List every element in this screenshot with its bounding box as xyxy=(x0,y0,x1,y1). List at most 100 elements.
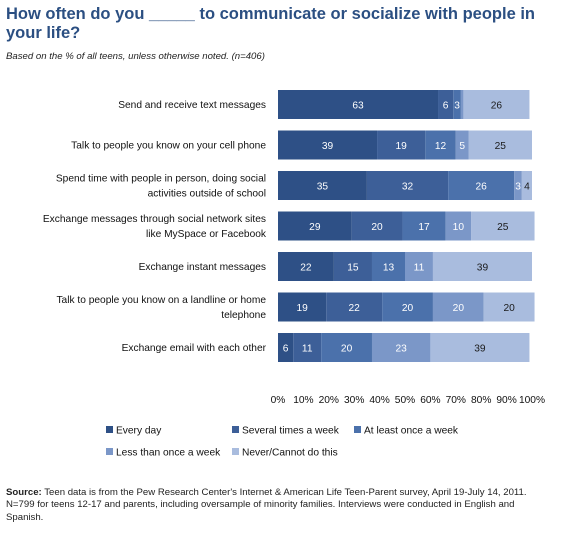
legend-label: Less than once a week xyxy=(116,448,221,459)
data-label: 25 xyxy=(495,141,507,152)
data-label: 29 xyxy=(309,222,321,233)
bar-segment xyxy=(278,333,294,362)
data-label: 39 xyxy=(474,343,486,354)
data-label: 22 xyxy=(300,262,312,273)
legend-swatch xyxy=(354,426,361,433)
source-label: Source: xyxy=(6,487,42,498)
data-label: 20 xyxy=(503,303,515,314)
bar-segment xyxy=(453,90,461,119)
data-label: 15 xyxy=(347,262,359,273)
bar-segment xyxy=(463,90,530,119)
data-label: 20 xyxy=(341,343,353,354)
source-note: Source: Teen data is from the Pew Resear… xyxy=(6,487,551,524)
category-label: Send and receive text messages xyxy=(118,100,266,111)
x-tick-label: 60% xyxy=(420,395,440,406)
bar-segment xyxy=(371,333,431,362)
data-label: 39 xyxy=(322,141,334,152)
bar-segment xyxy=(371,252,405,281)
category-label: Spend time with people in person, doing … xyxy=(56,174,266,185)
data-label: 22 xyxy=(349,303,361,314)
x-tick-label: 90% xyxy=(496,395,516,406)
bar-segment xyxy=(278,171,367,200)
data-label: 19 xyxy=(396,141,408,152)
x-tick-label: 0% xyxy=(271,395,286,406)
category-label: Exchange messages through social network… xyxy=(43,214,266,225)
bar-segment xyxy=(514,171,522,200)
chart-title: How often do you _____ to communicate or… xyxy=(6,5,536,42)
data-label: 23 xyxy=(396,343,408,354)
source-text: Teen data is from the Pew Research Cente… xyxy=(6,487,527,523)
data-label: 6 xyxy=(283,343,289,354)
legend-label: Every day xyxy=(116,426,162,437)
bar-segment xyxy=(432,292,484,322)
data-label: 12 xyxy=(435,141,447,152)
bar-segment xyxy=(405,252,433,281)
bar-segment xyxy=(448,171,515,200)
bar-segment xyxy=(460,90,464,119)
bar-segment xyxy=(432,252,532,281)
legend-swatch xyxy=(232,448,239,455)
data-label: 3 xyxy=(515,181,521,192)
data-label: 25 xyxy=(497,222,509,233)
legend-swatch xyxy=(106,448,113,455)
legend-swatch xyxy=(232,426,239,433)
category-label: Talk to people you know on your cell pho… xyxy=(71,141,266,152)
bar-segment xyxy=(333,252,372,281)
bar-segment xyxy=(278,292,327,322)
category-label: Exchange instant messages xyxy=(139,262,266,273)
data-label: 6 xyxy=(443,100,449,111)
bar-segment xyxy=(445,211,472,241)
data-label: 26 xyxy=(491,100,503,111)
bar-segment xyxy=(351,211,403,241)
x-tick-label: 20% xyxy=(319,395,339,406)
data-label: 13 xyxy=(383,262,395,273)
bar-segment xyxy=(438,90,454,119)
chart-subtitle: Based on the % of all teens, unless othe… xyxy=(6,51,265,62)
bar-segment xyxy=(278,130,378,160)
data-label: 32 xyxy=(402,181,414,192)
data-label: 17 xyxy=(418,222,430,233)
x-tick-label: 80% xyxy=(471,395,491,406)
data-label: 11 xyxy=(302,343,313,354)
bar-segment xyxy=(425,130,456,160)
data-label: 19 xyxy=(296,303,308,314)
bar-segment xyxy=(377,130,426,160)
bar-segment xyxy=(382,292,433,322)
bar-segment xyxy=(471,211,535,241)
bar-segment xyxy=(278,90,439,119)
bar-segment xyxy=(455,130,469,160)
data-label: 3 xyxy=(454,100,460,111)
bar-segment xyxy=(483,292,535,322)
data-label: 4 xyxy=(524,181,530,192)
category-label: activities outside of school xyxy=(148,189,266,200)
data-label: 26 xyxy=(476,181,488,192)
x-tick-label: 10% xyxy=(293,395,313,406)
legend-label: At least once a week xyxy=(364,426,459,437)
legend-swatch xyxy=(106,426,113,433)
bar-segment xyxy=(278,211,352,241)
data-label: 20 xyxy=(371,222,383,233)
bar-segment xyxy=(293,333,322,362)
data-label: 63 xyxy=(352,100,364,111)
bar-segment xyxy=(521,171,532,200)
stacked-bar-chart: Send and receive text messages 63 6 3 26Talk… xyxy=(43,90,545,459)
data-label: 11 xyxy=(414,262,425,273)
data-label: 10 xyxy=(453,222,465,233)
category-label: Talk to people you know on a landline or… xyxy=(56,295,266,306)
data-label: 20 xyxy=(453,303,465,314)
x-tick-label: 40% xyxy=(369,395,389,406)
x-tick-label: 30% xyxy=(344,395,364,406)
x-tick-label: 50% xyxy=(395,395,415,406)
category-label: Exchange email with each other xyxy=(122,343,267,354)
category-label: telephone xyxy=(221,310,266,321)
data-label: 5 xyxy=(459,141,465,152)
bar-segment xyxy=(326,292,383,322)
data-label: 35 xyxy=(317,181,329,192)
bar-segment xyxy=(321,333,372,362)
bar-segment xyxy=(468,130,532,160)
category-label: like MySpace or Facebook xyxy=(146,229,267,240)
data-label: 20 xyxy=(402,303,414,314)
bar-segment xyxy=(402,211,446,241)
bar-segment xyxy=(430,333,530,362)
bar-segment xyxy=(278,252,334,281)
